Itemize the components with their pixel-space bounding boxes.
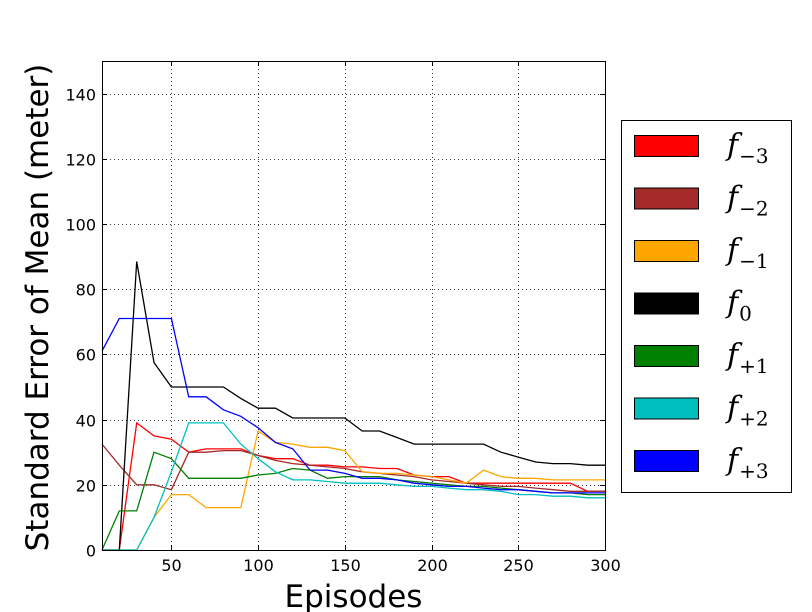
- series-line-fplus3: [101, 317, 605, 494]
- y-axis-title: Standard Error of Mean (meter): [20, 64, 56, 552]
- legend-swatch: [634, 135, 699, 157]
- legend-swatch: [634, 187, 699, 210]
- y-tick-label: 120: [65, 151, 96, 170]
- axis-ticks: 50 100 150 200 250 300 0 20 40 60 80 100 120 140: [65, 61, 621, 575]
- y-tick-label: 80: [76, 281, 96, 300]
- y-tick-label: 40: [76, 412, 96, 431]
- series-line-fminus1: [102, 429, 605, 551]
- x-tick-label: 150: [330, 556, 361, 575]
- y-tick-label: 0: [86, 542, 96, 561]
- series-line-f0: [102, 261, 605, 551]
- y-tick-label: 100: [65, 216, 96, 235]
- y-tick-label: 140: [65, 86, 96, 105]
- legend-swatch: [634, 292, 699, 315]
- x-tick-label: 50: [161, 556, 181, 575]
- legend-entry: f+2: [634, 391, 769, 431]
- y-tick-label: 60: [76, 346, 96, 365]
- legend-swatch: [634, 450, 699, 472]
- x-tick-label: 200: [417, 556, 448, 575]
- series-line-fplus2: [102, 422, 605, 551]
- legend-swatch: [634, 397, 699, 420]
- series-line-fminus2: [101, 443, 605, 492]
- plot-area-frame: [102, 61, 606, 551]
- x-axis-title: Episodes: [285, 579, 423, 612]
- x-tick-label: 300: [590, 556, 621, 575]
- legend-swatch: [634, 240, 699, 262]
- y-tick-label: 20: [76, 477, 96, 496]
- legend-entry: f+1: [634, 338, 769, 378]
- series-line-fminus3: [102, 421, 605, 551]
- series-lines: [101, 261, 605, 551]
- legend-entry: f−3: [634, 128, 769, 168]
- x-tick-label: 100: [243, 556, 274, 575]
- legend-label: f+1: [725, 338, 769, 378]
- legend-swatch: [634, 345, 699, 367]
- legend-entry: f−1: [634, 233, 769, 273]
- x-tick-label: 250: [503, 556, 534, 575]
- legend-entry: f+3: [634, 443, 769, 483]
